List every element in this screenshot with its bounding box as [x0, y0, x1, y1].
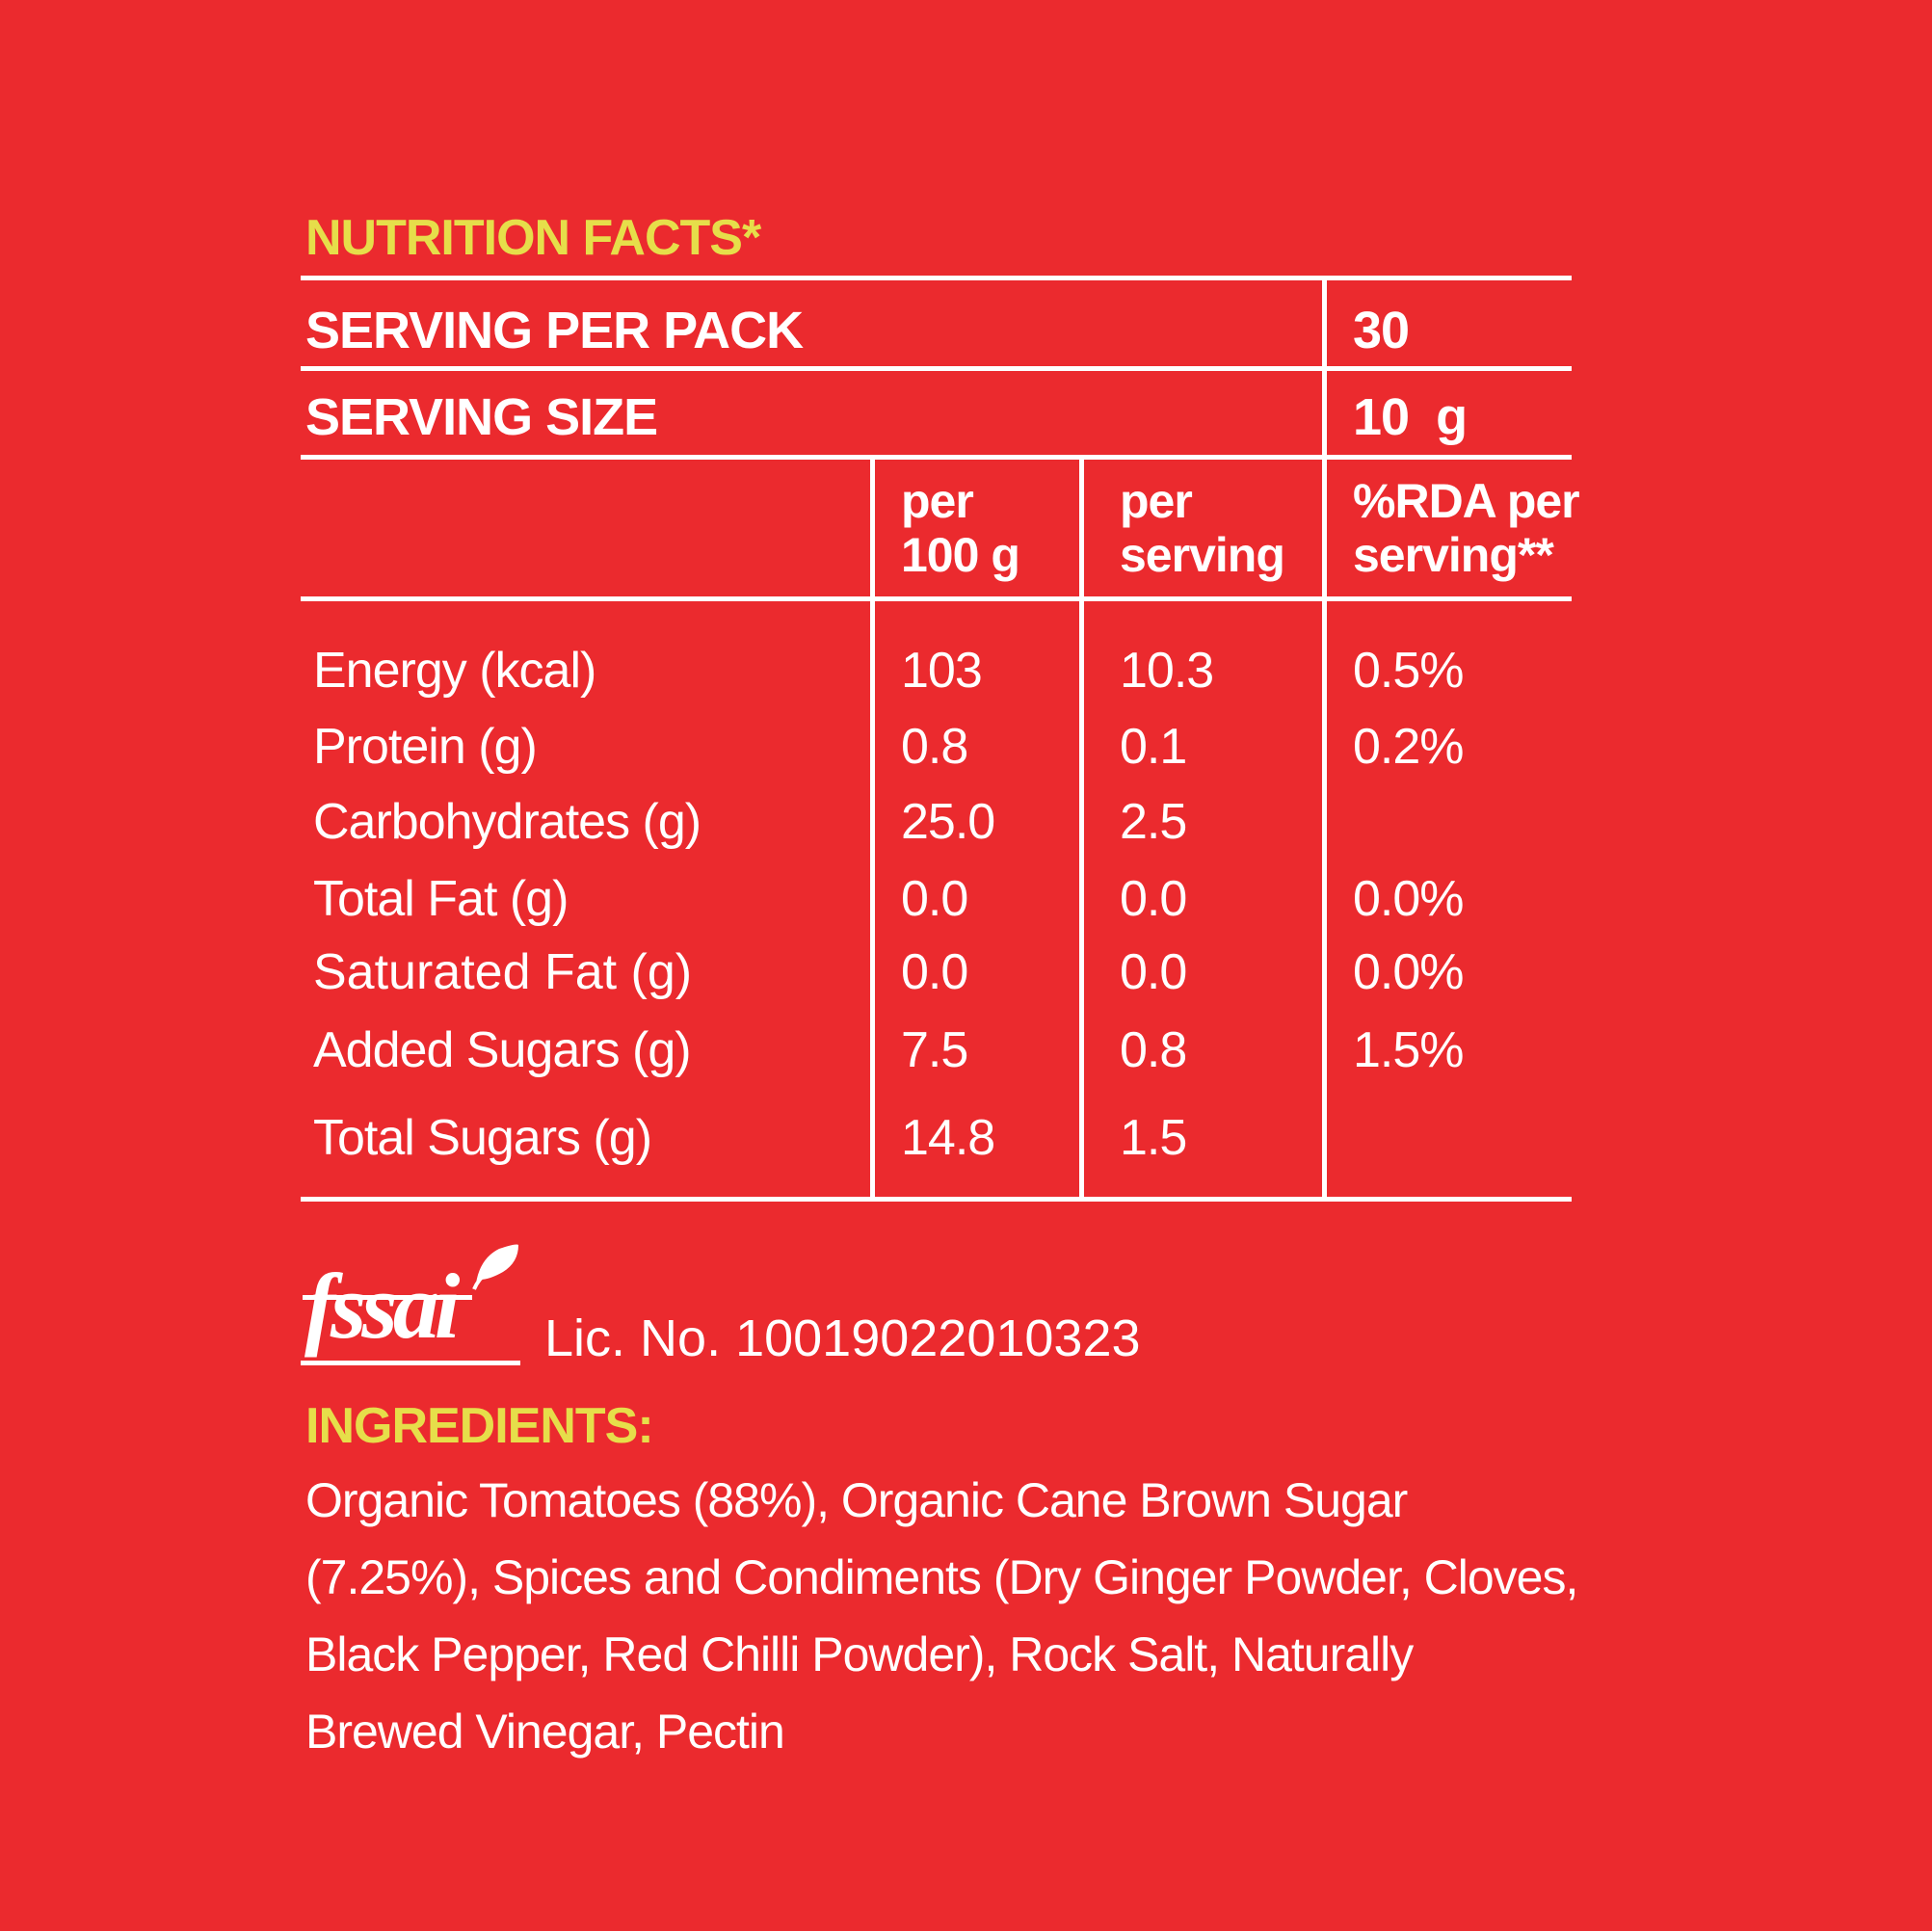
row-per-100g: 7.5 [901, 1022, 968, 1078]
row-rda: 0.0% [1353, 944, 1465, 1000]
divider-serving-rows [301, 366, 1572, 371]
ingredients-line: (7.25%), Spices and Condiments (Dry Ging… [305, 1550, 1578, 1604]
fssai-logo: fssai [301, 1244, 532, 1373]
fssai-topline [303, 1295, 472, 1300]
fssai-logo-text: fssai [304, 1255, 460, 1358]
ingredients-paragraph: Organic Tomatoes (88%), Organic Cane Bro… [305, 1462, 1654, 1770]
row-per-serving: 0.0 [1120, 871, 1187, 927]
fssai-license-number: Lic. No. 10019022010323 [544, 1309, 1141, 1367]
row-label: Total Fat (g) [313, 871, 569, 927]
serving-per-pack-label: SERVING PER PACK [305, 302, 804, 359]
row-label: Added Sugars (g) [313, 1022, 692, 1078]
column-header-per-100g: per 100 g [901, 474, 1020, 582]
ingredients-line: Black Pepper, Red Chilli Powder), Rock S… [305, 1627, 1414, 1681]
row-per-100g: 0.8 [901, 719, 968, 775]
row-label: Saturated Fat (g) [313, 944, 693, 1000]
row-label: Protein (g) [313, 719, 538, 775]
divider-below-header [301, 596, 1572, 601]
row-per-serving: 10.3 [1120, 643, 1214, 699]
row-per-100g: 0.0 [901, 871, 968, 927]
column-divider-2 [1079, 455, 1084, 1202]
serving-per-pack-value: 30 [1353, 302, 1410, 359]
divider-bottom [301, 1197, 1572, 1202]
row-per-serving: 2.5 [1120, 794, 1187, 850]
serving-size-label: SERVING SIZE [305, 388, 658, 446]
column-divider-1 [870, 455, 875, 1202]
row-rda: 0.0% [1353, 871, 1465, 927]
row-label: Energy (kcal) [313, 643, 596, 699]
column-header-per-serving: per serving [1120, 474, 1285, 582]
serving-size-number: 10 [1353, 388, 1410, 446]
column-divider-right [1322, 276, 1327, 1202]
row-per-serving: 0.8 [1120, 1022, 1187, 1078]
divider-above-header [301, 455, 1572, 460]
ingredients-line: Organic Tomatoes (88%), Organic Cane Bro… [305, 1473, 1408, 1527]
row-per-serving: 0.1 [1120, 719, 1187, 775]
page-title: NUTRITION FACTS* [305, 210, 761, 266]
row-rda: 0.2% [1353, 719, 1465, 775]
row-per-100g: 103 [901, 643, 983, 699]
serving-size-unit: g [1436, 388, 1468, 446]
row-label: Carbohydrates (g) [313, 794, 701, 850]
column-header-rda: %RDA per serving** [1353, 474, 1580, 582]
row-label: Total Sugars (g) [313, 1110, 652, 1166]
row-per-100g: 25.0 [901, 794, 995, 850]
fssai-underline [301, 1361, 520, 1365]
ingredients-heading: INGREDIENTS: [305, 1398, 654, 1454]
row-per-100g: 0.0 [901, 944, 968, 1000]
divider-top [301, 276, 1572, 280]
leaf-icon [472, 1244, 518, 1290]
serving-size-value: 10 g [1353, 387, 1468, 447]
row-rda: 1.5% [1353, 1022, 1465, 1078]
row-per-serving: 0.0 [1120, 944, 1187, 1000]
row-per-100g: 14.8 [901, 1110, 995, 1166]
row-rda: 0.5% [1353, 643, 1465, 699]
row-per-serving: 1.5 [1120, 1110, 1187, 1166]
ingredients-line: Brewed Vinegar, Pectin [305, 1705, 785, 1759]
